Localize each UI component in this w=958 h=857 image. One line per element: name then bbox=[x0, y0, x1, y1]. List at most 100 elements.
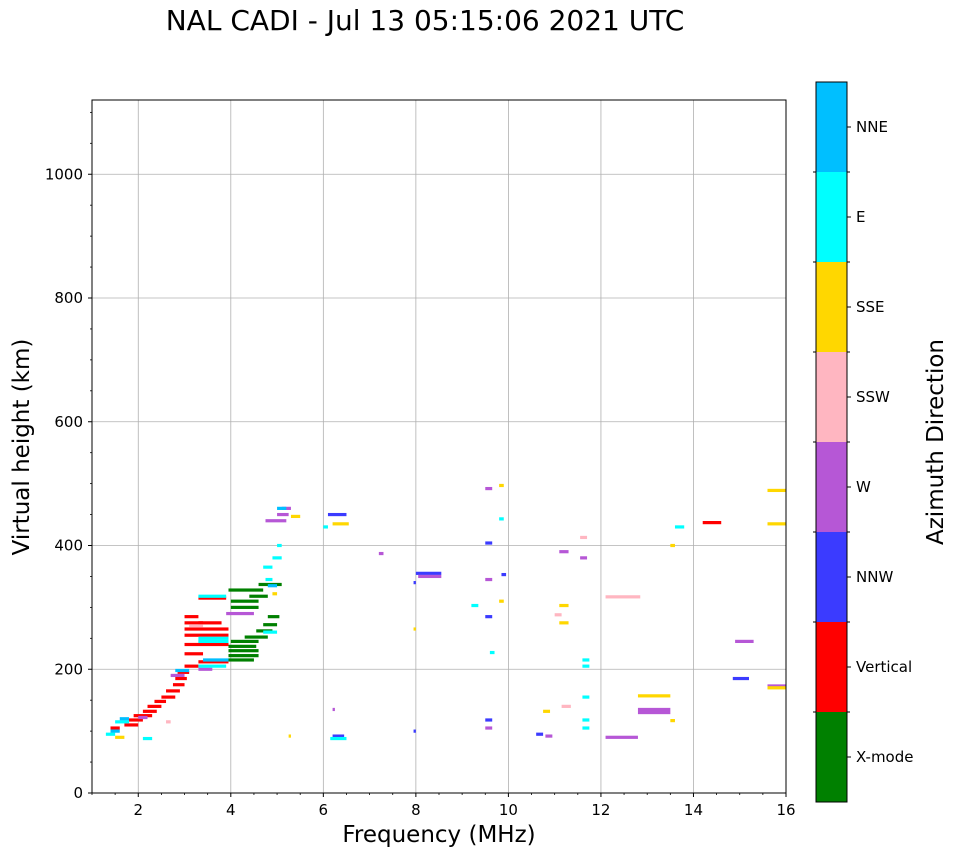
echo-nnw bbox=[327, 512, 347, 517]
echo-e bbox=[582, 726, 590, 730]
echo-sse bbox=[115, 735, 125, 739]
echo-e bbox=[471, 603, 479, 608]
echo-e bbox=[272, 556, 282, 560]
colorbar-swatch bbox=[816, 622, 847, 712]
echo-vertical bbox=[166, 689, 180, 693]
echo-nnw bbox=[732, 676, 749, 681]
x-tick-label: 12 bbox=[591, 801, 610, 819]
echo-e bbox=[674, 525, 685, 529]
echo-vertical bbox=[702, 521, 722, 525]
echo-sse bbox=[670, 719, 675, 723]
echo-x-mode bbox=[228, 649, 259, 653]
echo-w bbox=[559, 550, 569, 554]
echo-nnw bbox=[413, 581, 416, 585]
y-axis-label: Virtual height (km) bbox=[9, 339, 35, 556]
echo-nne bbox=[267, 584, 278, 588]
colorbar-frame bbox=[815, 81, 848, 803]
echo-w bbox=[485, 577, 493, 582]
echo-x-mode bbox=[228, 644, 257, 648]
echo-w bbox=[332, 707, 335, 712]
echo-e bbox=[582, 664, 590, 668]
echo-sse bbox=[767, 686, 786, 690]
echo-vertical bbox=[161, 695, 176, 699]
echo-w bbox=[418, 574, 442, 579]
echo-ssw bbox=[189, 624, 204, 628]
echo-e bbox=[582, 695, 590, 699]
y-tick-label: 400 bbox=[54, 537, 83, 555]
echo-vertical bbox=[133, 714, 153, 718]
echo-w bbox=[198, 667, 213, 671]
echo-e bbox=[198, 594, 227, 598]
colorbar-swatch bbox=[816, 442, 847, 532]
colorbar-label: Vertical bbox=[856, 658, 912, 676]
colorbar-label: SSW bbox=[856, 388, 890, 406]
colorbar-label: X-mode bbox=[856, 748, 913, 766]
echo-vertical bbox=[175, 676, 187, 681]
echo-x-mode bbox=[228, 654, 259, 658]
colorbar-swatch bbox=[816, 82, 847, 172]
echo-x-mode bbox=[267, 615, 280, 619]
x-tick-label: 2 bbox=[133, 801, 143, 819]
echo-e bbox=[277, 543, 282, 548]
echo-nnw bbox=[501, 572, 507, 577]
echo-x-mode bbox=[249, 594, 268, 598]
echo-x-mode bbox=[230, 599, 259, 603]
echo-w bbox=[605, 735, 638, 739]
echo-x-mode bbox=[244, 635, 268, 639]
echo-w bbox=[265, 519, 287, 523]
echo-vertical bbox=[198, 596, 227, 600]
echo-w bbox=[485, 486, 493, 491]
echo-sse bbox=[559, 621, 569, 625]
echo-nnw bbox=[485, 718, 493, 722]
echo-vertical bbox=[198, 660, 229, 664]
echo-vertical bbox=[184, 627, 229, 631]
echo-sse bbox=[559, 603, 569, 608]
echo-e bbox=[115, 720, 130, 724]
echo-e bbox=[489, 650, 495, 655]
echo-ssw bbox=[166, 720, 171, 724]
echo-vertical bbox=[147, 704, 162, 708]
echo-vertical bbox=[184, 652, 204, 656]
echo-e bbox=[582, 718, 590, 722]
echo-e bbox=[198, 664, 227, 668]
echo-w bbox=[277, 512, 289, 517]
echo-vertical bbox=[198, 621, 222, 625]
echo-w bbox=[735, 639, 754, 644]
echo-vertical bbox=[129, 718, 143, 722]
x-tick-label: 8 bbox=[411, 801, 421, 819]
echo-nne bbox=[110, 729, 120, 733]
echo-e bbox=[582, 658, 590, 662]
echo-nne bbox=[119, 717, 130, 721]
echo-sse bbox=[767, 522, 786, 526]
echo-sse bbox=[767, 488, 786, 493]
echo-x-mode bbox=[230, 605, 259, 609]
echo-e bbox=[142, 736, 153, 741]
echo-vertical bbox=[184, 621, 204, 625]
echo-w bbox=[767, 684, 786, 688]
echo-e bbox=[499, 517, 504, 521]
echo-sse bbox=[290, 514, 301, 519]
echo-sse bbox=[288, 734, 291, 738]
echo-nnw bbox=[536, 732, 544, 736]
echo-w bbox=[170, 673, 185, 678]
echo-vertical bbox=[177, 670, 190, 674]
echo-w bbox=[637, 710, 671, 715]
echo-ssw bbox=[554, 613, 562, 617]
echo-e bbox=[265, 577, 273, 582]
echo-e bbox=[263, 630, 278, 634]
echo-e bbox=[105, 732, 116, 736]
x-tick-label: 16 bbox=[776, 801, 795, 819]
colorbar-swatch bbox=[816, 262, 847, 352]
colorbar-swatch bbox=[816, 172, 847, 262]
echo-w bbox=[580, 556, 588, 560]
colorbar-label: W bbox=[856, 478, 871, 496]
echo-vertical bbox=[184, 642, 229, 647]
echo-nnw bbox=[415, 571, 442, 575]
echo-vertical bbox=[124, 723, 139, 727]
colorbar-label: SSE bbox=[856, 298, 885, 316]
echo-sse bbox=[637, 694, 671, 698]
colorbar-title: Azimuth Direction bbox=[923, 339, 949, 545]
echo-e bbox=[323, 525, 328, 529]
echo-x-mode bbox=[230, 639, 259, 644]
